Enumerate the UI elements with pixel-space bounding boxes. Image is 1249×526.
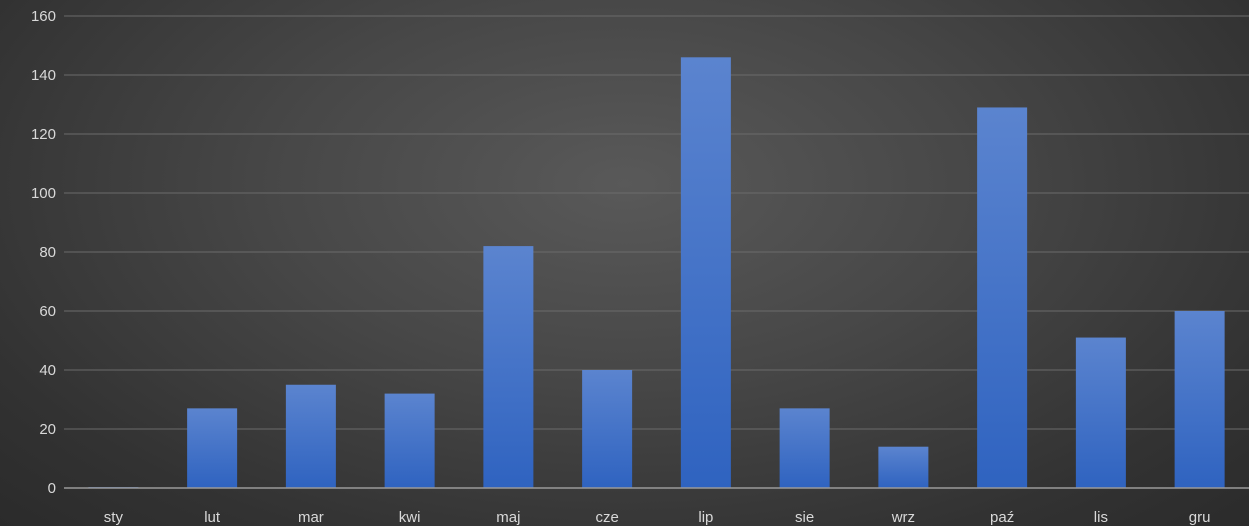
x-tick-label: lut bbox=[204, 509, 221, 526]
y-axis-tick-labels: 0 20 40 60 80 100 120 140 160 bbox=[31, 8, 56, 497]
bar-paź bbox=[977, 107, 1028, 488]
x-tick-label: sty bbox=[104, 509, 124, 526]
y-tick-label: 80 bbox=[39, 244, 56, 261]
x-axis-tick-labels: sty lut mar kwi maj cze lip sie wrz paź lis gru bbox=[104, 509, 1211, 526]
bar-mar bbox=[285, 384, 336, 488]
y-tick-label: 120 bbox=[31, 126, 56, 143]
bars bbox=[88, 57, 1225, 489]
y-tick-label: 40 bbox=[39, 362, 56, 379]
bar-lut bbox=[187, 408, 238, 488]
y-tick-label: 160 bbox=[31, 8, 56, 25]
bar-maj bbox=[483, 246, 534, 488]
x-tick-label: lip bbox=[698, 509, 713, 526]
y-tick-label: 140 bbox=[31, 67, 56, 84]
y-tick-label: 0 bbox=[48, 480, 56, 497]
bar-gru bbox=[1174, 311, 1225, 488]
x-tick-label: kwi bbox=[399, 509, 421, 526]
x-tick-label: gru bbox=[1189, 509, 1211, 526]
bar-kwi bbox=[384, 393, 435, 488]
bar-wrz bbox=[878, 446, 929, 488]
bar-lis bbox=[1075, 337, 1126, 488]
gridlines bbox=[64, 15, 1249, 430]
bar-lip bbox=[680, 57, 731, 489]
y-tick-label: 60 bbox=[39, 303, 56, 320]
x-tick-label: lis bbox=[1094, 509, 1108, 526]
x-tick-label: mar bbox=[298, 509, 324, 526]
x-tick-label: cze bbox=[595, 509, 618, 526]
bar-cze bbox=[582, 370, 633, 488]
x-tick-label: wrz bbox=[891, 509, 915, 526]
y-tick-label: 100 bbox=[31, 185, 56, 202]
x-tick-label: paź bbox=[990, 509, 1014, 526]
y-tick-label: 20 bbox=[39, 421, 56, 438]
x-tick-label: maj bbox=[496, 509, 520, 526]
x-tick-label: sie bbox=[795, 509, 814, 526]
bar-sie bbox=[779, 408, 830, 488]
